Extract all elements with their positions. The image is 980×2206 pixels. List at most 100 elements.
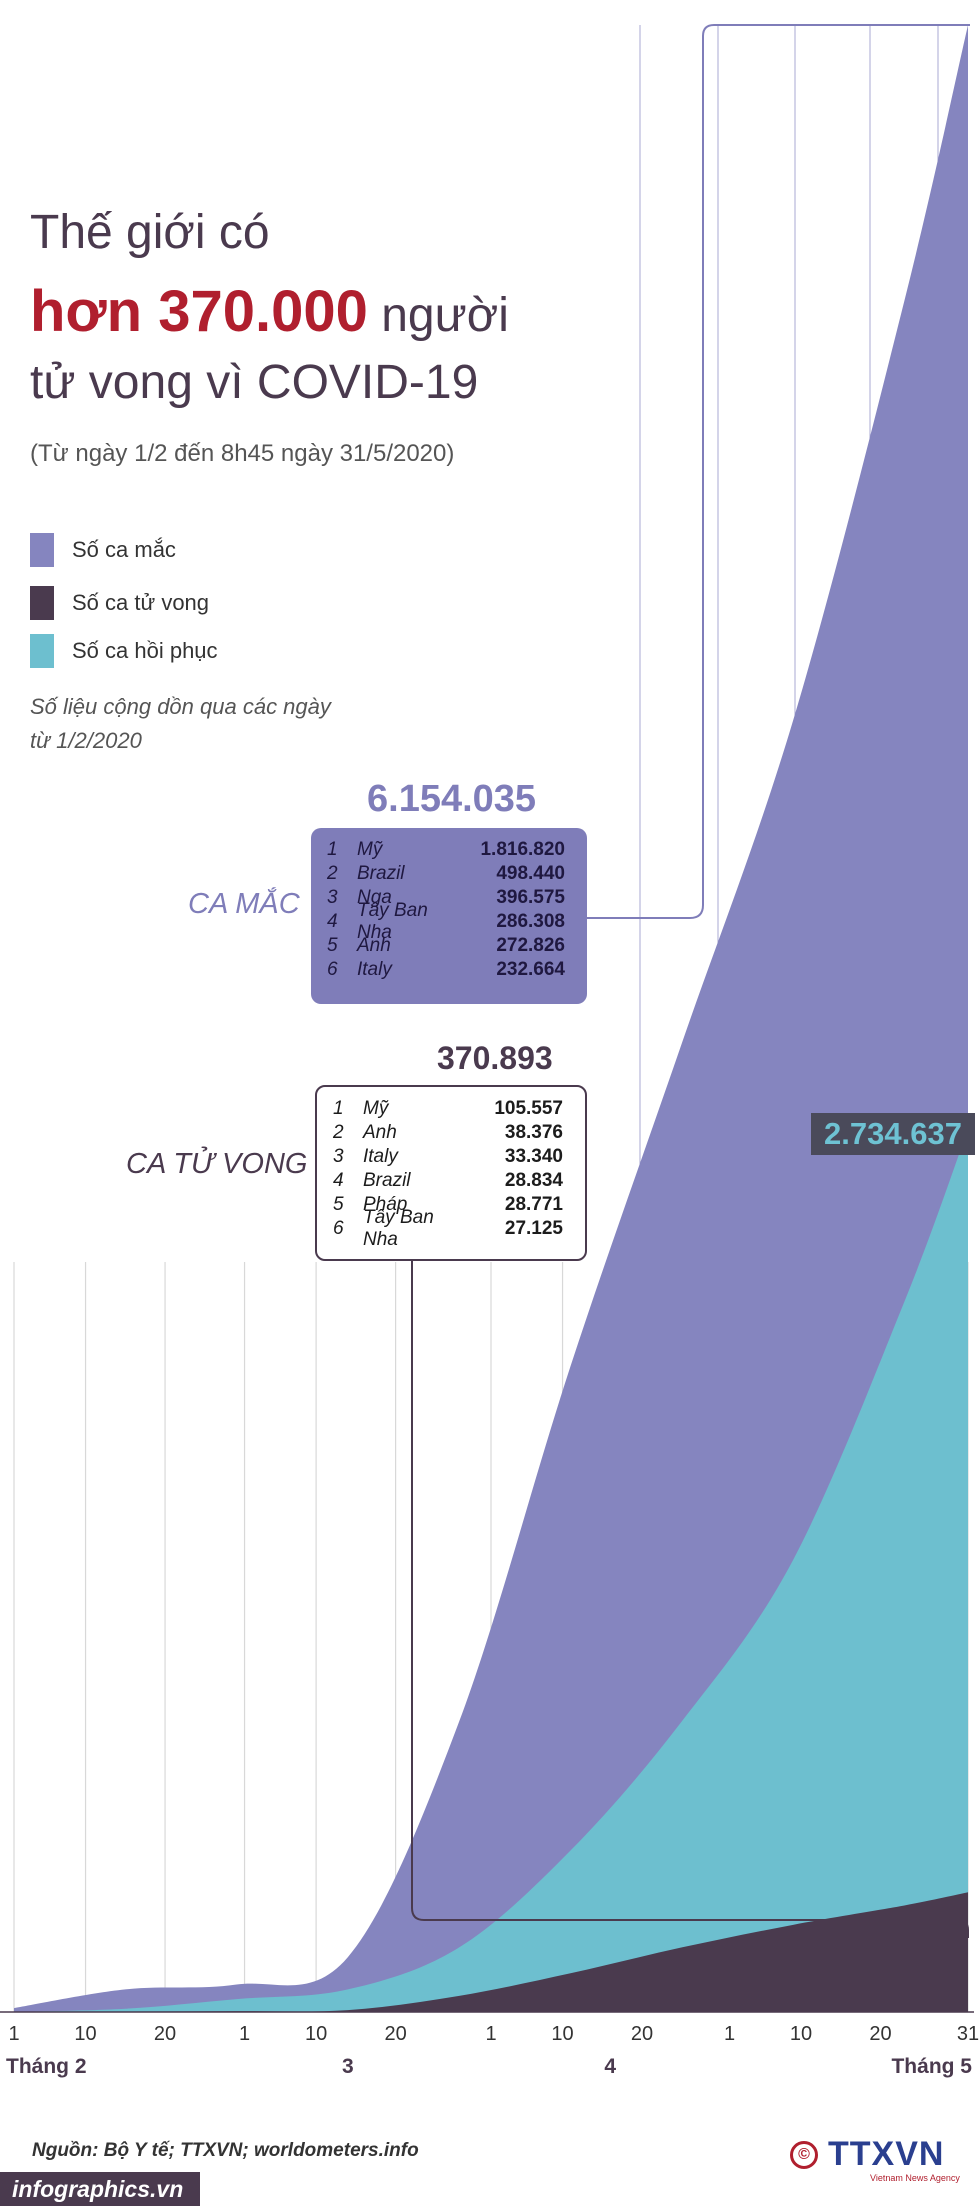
table-row: 3 Nga 396.575 xyxy=(311,886,587,910)
x-tick-label: 20 xyxy=(869,2023,891,2045)
rank: 4 xyxy=(327,911,338,932)
recovered-total: 2.734.637 xyxy=(811,1113,975,1155)
x-tick-label: 10 xyxy=(305,2023,327,2045)
country: Tây Ban Nha xyxy=(363,1207,434,1250)
rank: 4 xyxy=(333,1170,344,1191)
x-tick-label: 10 xyxy=(790,2023,812,2045)
x-tick-label: 1 xyxy=(485,2023,496,2045)
logo-tagline: Vietnam News Agency xyxy=(870,2173,960,2183)
value: 396.575 xyxy=(496,887,565,908)
legend-swatch-cases xyxy=(30,533,54,567)
title-line-2: hơn 370.000 người xyxy=(30,278,509,345)
copyright-icon: © xyxy=(790,2140,818,2169)
subtitle: (Từ ngày 1/2 đến 8h45 ngày 31/5/2020) xyxy=(30,440,455,467)
country: Brazil xyxy=(363,1170,411,1191)
month-label: 3 xyxy=(342,2055,354,2078)
rank: 5 xyxy=(327,935,338,956)
axis-ticks: 1 10 20 1 10 20 1 10 20 1 10 20 31 Tháng 2 3 4 Tháng 5 xyxy=(0,2011,979,2078)
value: 286.308 xyxy=(496,911,565,932)
month-label: Tháng 2 xyxy=(6,2055,87,2078)
table-row: 4 Brazil 28.834 xyxy=(317,1169,585,1193)
country: Nga xyxy=(357,887,392,908)
x-tick-label: 10 xyxy=(74,2023,96,2045)
rank: 6 xyxy=(327,959,338,980)
table-row: 5 Anh 272.826 xyxy=(311,934,587,958)
value: 498.440 xyxy=(496,863,565,884)
table-row: 4 Tây Ban Nha 286.308 xyxy=(311,900,587,943)
legend-swatch-recovered xyxy=(30,634,54,668)
month-label: Tháng 5 xyxy=(891,2055,972,2078)
area-cases xyxy=(14,25,968,2012)
value: 33.340 xyxy=(504,1146,563,1167)
cases-total: 6.154.035 xyxy=(367,778,537,820)
deaths-total: 370.893 xyxy=(437,1040,553,1076)
title-highlight: hơn 370.000 xyxy=(30,279,368,344)
table-row: 3 Italy 33.340 xyxy=(317,1145,585,1169)
title-line-2-rest: người xyxy=(381,289,509,342)
title-line-3: tử vong vì COVID-19 xyxy=(30,356,479,409)
area-deaths xyxy=(14,1892,968,2012)
country: Italy xyxy=(357,959,392,980)
deaths-top-countries: 1 Mỹ 105.557 2 Anh 38.376 3 Italy 33.340 4 Braz… xyxy=(315,1085,587,1261)
site-name: infographics.vn xyxy=(0,2172,200,2206)
table-row: 1 Mỹ 1.816.820 xyxy=(311,838,587,862)
legend-item-recovered: Số ca hồi phục xyxy=(30,634,218,668)
table-row: 6 Italy 232.664 xyxy=(311,958,587,982)
rank: 2 xyxy=(333,1122,344,1143)
area-recovered xyxy=(14,1129,968,2012)
cases-top-countries: 1 Mỹ 1.816.820 2 Brazil 498.440 3 Nga 396.575 … xyxy=(311,828,587,1004)
value: 38.376 xyxy=(504,1122,563,1143)
value: 27.125 xyxy=(504,1218,563,1239)
x-tick-label: 1 xyxy=(724,2023,735,2045)
x-tick-label: 1 xyxy=(8,2023,19,2045)
legend-item-deaths: Số ca tử vong xyxy=(30,586,209,620)
cumulative-note: Số liệu cộng dồn qua các ngày từ 1/2/202… xyxy=(30,694,331,753)
rank: 2 xyxy=(327,863,338,884)
country: Mỹ xyxy=(357,839,383,860)
legend-label-cases: Số ca mắc xyxy=(72,537,176,562)
rank: 1 xyxy=(333,1098,344,1119)
table-row: 6 Tây Ban Nha 27.125 xyxy=(317,1207,585,1250)
country: Italy xyxy=(363,1146,398,1167)
series-areas xyxy=(14,25,968,2012)
source-credit: Nguồn: Bộ Y tế; TTXVN; worldometers.info xyxy=(32,2140,419,2161)
title-line-1: Thế giới có xyxy=(30,206,270,259)
deaths-label: CA TỬ VONG xyxy=(126,1148,308,1180)
cases-label: CA MẮC xyxy=(188,888,300,920)
country: Brazil xyxy=(357,863,405,884)
logo-name: TTXVN xyxy=(828,2135,945,2173)
table-row: 5 Pháp 28.771 xyxy=(317,1193,585,1217)
rank: 3 xyxy=(333,1146,344,1167)
deaths-connector xyxy=(411,1261,969,1938)
rank: 6 xyxy=(333,1218,344,1239)
legend-swatch-deaths xyxy=(30,586,54,620)
cases-connector xyxy=(587,24,970,919)
x-tick-label: 20 xyxy=(631,2023,653,2045)
x-tick-label: 20 xyxy=(154,2023,176,2045)
value: 1.816.820 xyxy=(480,839,565,860)
table-row: 2 Anh 38.376 xyxy=(317,1121,585,1145)
legend-item-cases: Số ca mắc xyxy=(30,533,176,567)
value: 272.826 xyxy=(496,935,565,956)
legend-label-recovered: Số ca hồi phục xyxy=(72,638,218,663)
connector-lines xyxy=(411,24,970,1938)
table-row: 2 Brazil 498.440 xyxy=(311,862,587,886)
country: Tây Ban Nha xyxy=(357,900,428,943)
rank: 3 xyxy=(327,887,338,908)
country: Anh xyxy=(357,935,391,956)
value: 105.557 xyxy=(494,1098,563,1119)
value: 232.664 xyxy=(496,959,565,980)
x-tick-label: 20 xyxy=(384,2023,406,2045)
legend-label-deaths: Số ca tử vong xyxy=(72,590,210,615)
country: Anh xyxy=(363,1122,397,1143)
rank: 1 xyxy=(327,839,338,860)
month-label: 4 xyxy=(604,2055,616,2078)
value: 28.771 xyxy=(504,1194,563,1215)
ttxvn-logo: © TTXVN Vietnam News Agency xyxy=(790,2135,960,2183)
value: 28.834 xyxy=(504,1170,563,1191)
x-tick-label: 10 xyxy=(551,2023,573,2045)
table-row: 1 Mỹ 105.557 xyxy=(317,1097,585,1121)
country: Mỹ xyxy=(363,1098,389,1119)
x-tick-label: 1 xyxy=(239,2023,250,2045)
country: Pháp xyxy=(363,1194,408,1215)
